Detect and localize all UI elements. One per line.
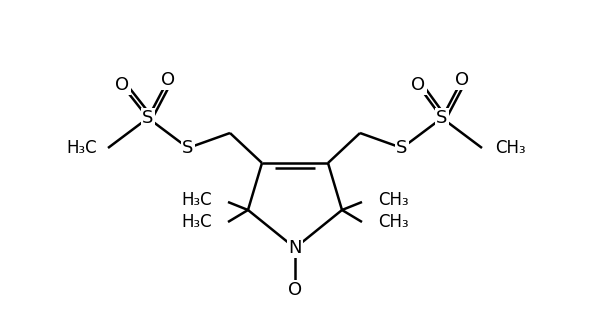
Text: S: S [437, 109, 448, 127]
Text: O: O [115, 76, 129, 94]
Text: S: S [142, 109, 153, 127]
Text: O: O [161, 71, 175, 89]
Text: CH₃: CH₃ [495, 139, 526, 157]
Text: CH₃: CH₃ [378, 213, 409, 231]
Text: H₃C: H₃C [181, 213, 212, 231]
Text: S: S [396, 139, 408, 157]
Text: S: S [182, 139, 194, 157]
Text: H₃C: H₃C [181, 191, 212, 209]
Text: O: O [455, 71, 469, 89]
Text: O: O [288, 281, 302, 299]
Text: CH₃: CH₃ [378, 191, 409, 209]
Text: O: O [411, 76, 425, 94]
Text: H₃C: H₃C [67, 139, 97, 157]
Text: N: N [289, 239, 301, 257]
